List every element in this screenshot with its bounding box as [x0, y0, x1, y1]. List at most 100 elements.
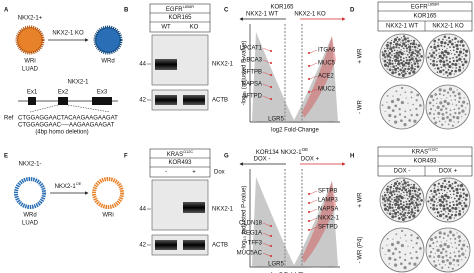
- line: [262, 242, 271, 247]
- colony: [448, 118, 452, 122]
- colony: [396, 200, 399, 204]
- colony: [440, 108, 443, 112]
- colony: [408, 55, 411, 59]
- colony: [393, 181, 398, 186]
- colony: [417, 206, 419, 209]
- colony: [451, 62, 454, 66]
- colony: [446, 91, 450, 94]
- colony: [408, 65, 410, 68]
- colony: [434, 252, 436, 254]
- organoid-wrd: [93, 25, 123, 55]
- colony: [419, 203, 422, 206]
- colony: [410, 91, 413, 94]
- colony: [432, 195, 436, 199]
- colony: [402, 60, 405, 63]
- colony: [454, 62, 458, 67]
- colony: [383, 59, 387, 63]
- colony: [395, 195, 399, 199]
- colony: [459, 184, 464, 188]
- colony: [443, 35, 447, 39]
- colony: [454, 181, 457, 184]
- colony: [446, 62, 449, 66]
- line: [309, 75, 318, 80]
- colony: [451, 38, 454, 41]
- band: [155, 95, 177, 105]
- colony: [388, 59, 392, 62]
- colony: [392, 65, 395, 69]
- colony: [397, 54, 401, 57]
- label: KOR165: [270, 5, 294, 11]
- label: NKX2-1OE: [55, 181, 82, 190]
- exon: [92, 97, 112, 105]
- colony: [400, 45, 404, 48]
- colony: [411, 51, 415, 55]
- colony: [465, 49, 469, 53]
- colony: [458, 63, 460, 65]
- panel-letter: A: [4, 8, 9, 14]
- colony: [457, 184, 460, 187]
- colony: [458, 201, 462, 205]
- colony: [410, 201, 414, 205]
- label: 44: [139, 62, 146, 68]
- colony: [415, 242, 418, 245]
- colony: [390, 183, 393, 186]
- colony: [448, 72, 452, 76]
- gene-point: [308, 91, 310, 93]
- colony: [414, 57, 418, 60]
- colony: [386, 205, 389, 208]
- colony: [446, 206, 449, 210]
- colony: [397, 206, 401, 210]
- colony: [413, 262, 417, 266]
- colony: [394, 71, 397, 74]
- colony: [386, 191, 389, 194]
- colony: [449, 46, 451, 48]
- colony: [413, 56, 415, 58]
- colony: [438, 263, 441, 266]
- colony: [455, 56, 458, 59]
- colony: [455, 211, 458, 213]
- colony: [457, 235, 461, 239]
- line: [67, 104, 111, 113]
- colony: [392, 209, 395, 213]
- colony: [419, 197, 421, 199]
- colony: [437, 182, 440, 185]
- colony: [429, 108, 433, 111]
- label: REG1A: [242, 231, 262, 237]
- colony: [386, 238, 389, 240]
- colony: [391, 54, 393, 56]
- colony: [392, 188, 395, 190]
- state-label: NKX2-1-: [18, 162, 41, 168]
- colony: [394, 215, 397, 218]
- colony: [402, 201, 405, 204]
- colony: [408, 199, 411, 203]
- colony: [406, 70, 408, 73]
- line: [309, 49, 318, 54]
- colony: [441, 266, 444, 269]
- colony: [465, 193, 469, 197]
- colony: [454, 37, 457, 40]
- colony: [433, 45, 437, 50]
- colony: [395, 46, 398, 49]
- colony: [443, 73, 445, 75]
- colony: [381, 195, 384, 198]
- colony: [418, 201, 420, 203]
- gene-point: [308, 78, 310, 80]
- colony: [456, 232, 458, 234]
- colony: [395, 186, 399, 190]
- colony: [399, 237, 402, 239]
- band: [155, 59, 177, 70]
- colony: [452, 57, 454, 59]
- colony: [449, 109, 452, 112]
- colony: [446, 102, 450, 106]
- dish: [379, 84, 425, 130]
- colony: [411, 45, 414, 48]
- colony: [465, 107, 467, 109]
- colony: [400, 243, 404, 248]
- colony: [416, 50, 420, 54]
- colony: [408, 192, 412, 196]
- label: - WR: [358, 100, 364, 114]
- colony: [433, 189, 437, 194]
- colony: [410, 69, 412, 72]
- colony: [405, 97, 407, 99]
- colony: [400, 37, 403, 39]
